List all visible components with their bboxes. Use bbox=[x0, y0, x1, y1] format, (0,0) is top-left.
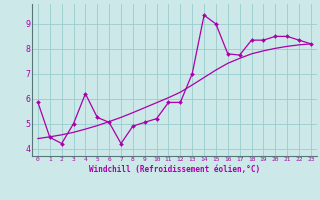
X-axis label: Windchill (Refroidissement éolien,°C): Windchill (Refroidissement éolien,°C) bbox=[89, 165, 260, 174]
